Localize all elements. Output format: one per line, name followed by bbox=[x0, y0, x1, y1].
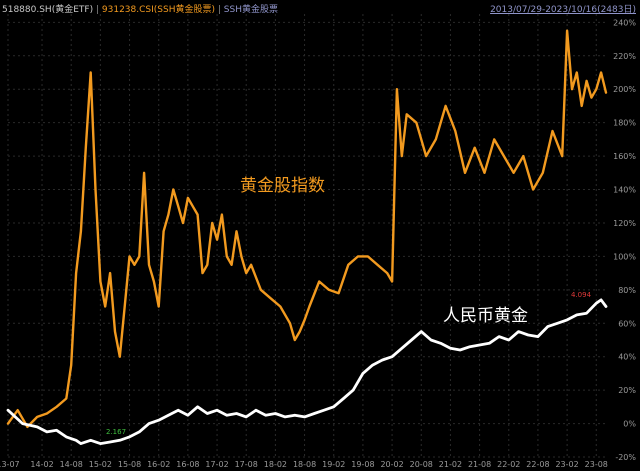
x-tick-label: 13-07 bbox=[0, 460, 20, 469]
y-tick-label: 220% bbox=[613, 52, 636, 61]
legend-gold-etf[interactable]: 518880.SH(黄金ETF) bbox=[2, 5, 94, 15]
x-tick-label: 15-02 bbox=[89, 460, 112, 469]
x-tick-label: 16-08 bbox=[176, 460, 199, 469]
legend-gold-stock-index[interactable]: 931238.CSI(SSH黄金股票) bbox=[101, 5, 215, 15]
x-tick-label: 22-08 bbox=[526, 460, 549, 469]
x-tick-label: 23-02 bbox=[555, 460, 578, 469]
y-tick-label: 160% bbox=[613, 152, 636, 161]
date-range-link[interactable]: 2013/07/29-2023/10/16(2483日) bbox=[490, 5, 636, 15]
y-tick-label: 140% bbox=[613, 186, 636, 195]
y-tick-label: 60% bbox=[618, 319, 636, 328]
x-tick-label: 16-02 bbox=[147, 460, 170, 469]
x-tick-label: 14-08 bbox=[60, 460, 83, 469]
y-tick-label: 180% bbox=[613, 119, 636, 128]
y-tick-label: 120% bbox=[613, 219, 636, 228]
y-tick-label: -20% bbox=[615, 453, 636, 462]
y-tick-label: 100% bbox=[613, 252, 636, 261]
x-tick-label: 23-08 bbox=[585, 460, 608, 469]
y-tick-label: 200% bbox=[613, 85, 636, 94]
series-lines bbox=[6, 29, 608, 445]
y-tick-label: 240% bbox=[613, 18, 636, 27]
y-tick-label: 20% bbox=[618, 386, 636, 395]
x-tick-label: 18-08 bbox=[293, 460, 316, 469]
gold-etf-label: 人民币黄金 bbox=[443, 306, 528, 326]
y-tick-label: 80% bbox=[618, 286, 636, 295]
etf-max-label: 4.094 bbox=[571, 291, 592, 299]
x-tick-label: 20-08 bbox=[410, 460, 433, 469]
y-tick-label: 0% bbox=[623, 420, 636, 429]
x-tick-label: 21-08 bbox=[468, 460, 491, 469]
x-tick-label: 19-02 bbox=[322, 460, 345, 469]
gold-etf-line bbox=[6, 298, 608, 445]
x-tick-label: 19-08 bbox=[351, 460, 374, 469]
x-tick-label: 17-02 bbox=[205, 460, 228, 469]
x-axis: 13-07 14-02 14-08 15-02 15-08 16-02 16-08 17-02… bbox=[0, 460, 608, 469]
x-tick-label: 14-02 bbox=[30, 460, 53, 469]
y-axis: 240% 220% 200% 180% 160% 140% 120% 100% 80% 60% 40… bbox=[613, 18, 636, 462]
x-tick-label: 18-02 bbox=[264, 460, 287, 469]
legend-separator: | bbox=[95, 5, 100, 15]
x-tick-label: 22-02 bbox=[497, 460, 520, 469]
gold-stock-index-line bbox=[6, 29, 608, 429]
legend-ssh-gold-stock[interactable]: SSH黄金股票 bbox=[223, 5, 278, 15]
x-tick-label: 21-02 bbox=[439, 460, 462, 469]
etf-min-label: 2.167 bbox=[106, 428, 126, 436]
gold-stock-index-label: 黄金股指数 bbox=[240, 176, 325, 196]
x-tick-label: 20-02 bbox=[380, 460, 403, 469]
series-legend: 518880.SH(黄金ETF) | 931238.CSI(SSH黄金股票) |… bbox=[2, 2, 278, 15]
x-tick-label: 15-08 bbox=[118, 460, 141, 469]
y-tick-label: 40% bbox=[618, 353, 636, 362]
legend-separator-2: | bbox=[217, 5, 221, 15]
x-tick-label: 17-08 bbox=[235, 460, 258, 469]
